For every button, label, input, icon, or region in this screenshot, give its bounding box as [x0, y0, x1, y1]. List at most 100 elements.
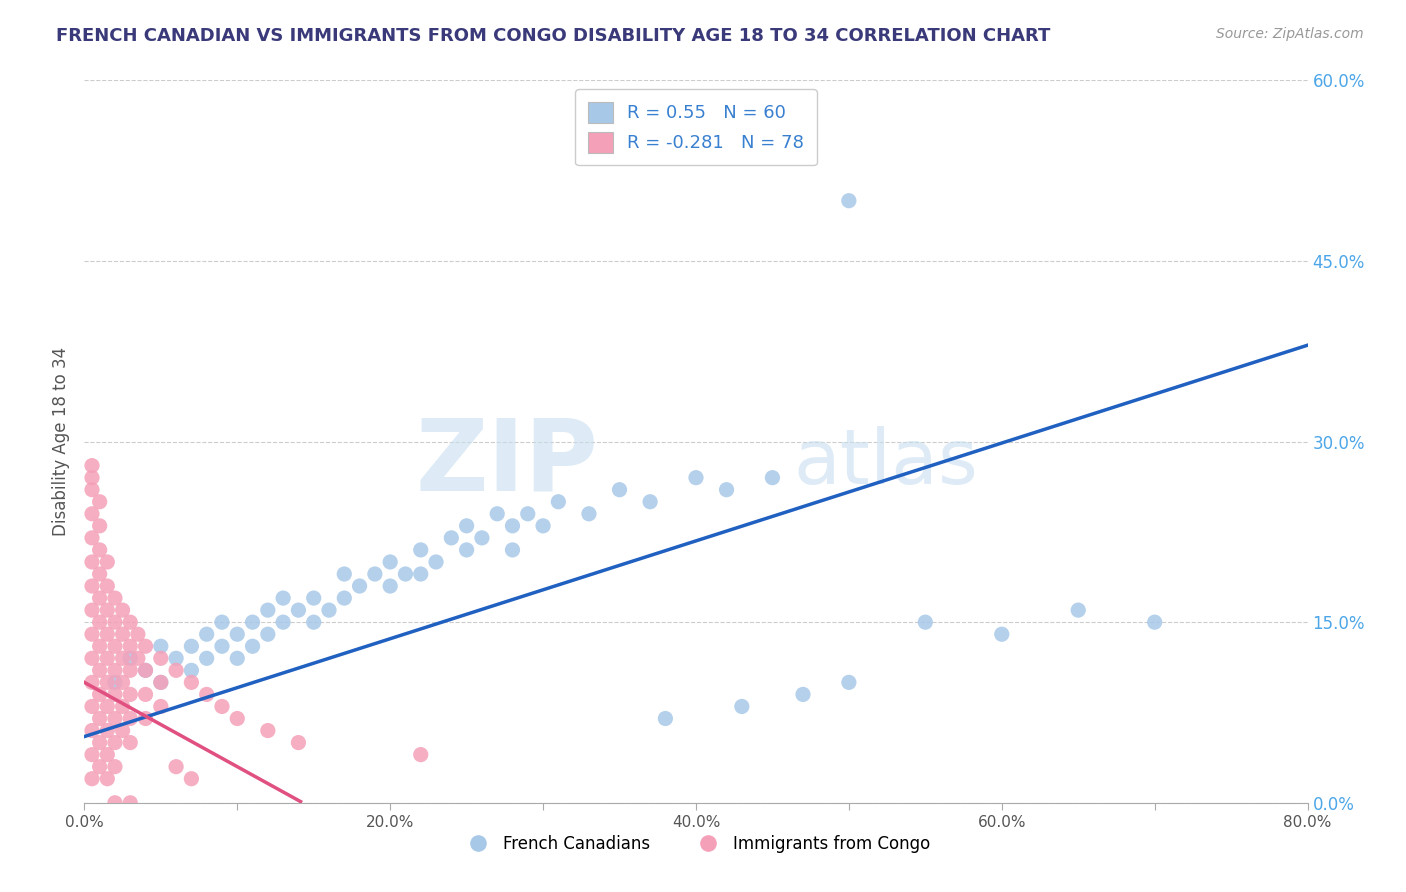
Point: [135, 712, 157, 726]
Point: [516, 507, 538, 521]
Point: [271, 615, 294, 630]
Point: [716, 483, 738, 497]
Point: [80, 507, 103, 521]
Point: [1067, 603, 1090, 617]
Point: [89, 567, 111, 582]
Point: [80, 772, 103, 786]
Point: [271, 591, 294, 605]
Point: [761, 470, 783, 484]
Point: [89, 639, 111, 653]
Point: [609, 483, 631, 497]
Point: [80, 579, 103, 593]
Point: [211, 615, 233, 630]
Point: [111, 675, 134, 690]
Point: [89, 687, 111, 701]
Point: [165, 651, 187, 665]
Point: [287, 735, 309, 749]
Point: [242, 639, 264, 653]
Legend: French Canadians, Immigrants from Congo: French Canadians, Immigrants from Congo: [454, 828, 938, 860]
Point: [349, 579, 371, 593]
Text: ZIP: ZIP: [415, 415, 598, 512]
Point: [287, 603, 309, 617]
Point: [111, 723, 134, 738]
Point: [80, 470, 103, 484]
Point: [80, 555, 103, 569]
Point: [195, 627, 218, 641]
Point: [425, 555, 447, 569]
Point: [364, 567, 387, 582]
Point: [80, 483, 103, 497]
Point: [89, 494, 111, 508]
Point: [380, 555, 402, 569]
Point: [120, 735, 142, 749]
Point: [135, 687, 157, 701]
Point: [409, 747, 432, 762]
Point: [104, 591, 127, 605]
Point: [104, 687, 127, 701]
Point: [135, 664, 157, 678]
Point: [149, 675, 172, 690]
Point: [180, 639, 202, 653]
Point: [120, 651, 142, 665]
Point: [89, 518, 111, 533]
Point: [89, 615, 111, 630]
Point: [547, 494, 569, 508]
Point: [104, 675, 127, 690]
Point: [456, 518, 478, 533]
Point: [80, 531, 103, 545]
Point: [242, 615, 264, 630]
Point: [80, 627, 103, 641]
Point: [149, 675, 172, 690]
Point: [111, 627, 134, 641]
Point: [654, 712, 676, 726]
Point: [333, 591, 356, 605]
Point: [89, 760, 111, 774]
Point: [149, 651, 172, 665]
Point: [127, 651, 149, 665]
Point: [80, 651, 103, 665]
Point: [111, 603, 134, 617]
Point: [409, 542, 432, 557]
Point: [257, 627, 280, 641]
Point: [792, 687, 814, 701]
Point: [120, 796, 142, 810]
Point: [531, 518, 554, 533]
Point: [104, 664, 127, 678]
Point: [80, 723, 103, 738]
Point: [135, 639, 157, 653]
Point: [211, 699, 233, 714]
Point: [838, 194, 860, 208]
Point: [80, 458, 103, 473]
Point: [486, 507, 509, 521]
Point: [180, 664, 202, 678]
Point: [80, 747, 103, 762]
Point: [456, 542, 478, 557]
Point: [991, 627, 1014, 641]
Point: [685, 470, 707, 484]
Point: [89, 712, 111, 726]
Point: [104, 712, 127, 726]
Point: [135, 664, 157, 678]
Point: [226, 651, 249, 665]
Point: [149, 639, 172, 653]
Point: [380, 579, 402, 593]
Point: [89, 591, 111, 605]
Point: [914, 615, 936, 630]
Point: [838, 675, 860, 690]
Text: Source: ZipAtlas.com: Source: ZipAtlas.com: [1216, 27, 1364, 41]
Point: [440, 531, 463, 545]
Point: [195, 687, 218, 701]
Point: [80, 603, 103, 617]
Point: [761, 109, 783, 123]
Point: [120, 712, 142, 726]
Point: [471, 531, 494, 545]
Point: [226, 712, 249, 726]
Point: [127, 627, 149, 641]
Point: [111, 699, 134, 714]
Point: [96, 723, 118, 738]
Point: [89, 735, 111, 749]
Point: [96, 699, 118, 714]
Point: [104, 735, 127, 749]
Point: [180, 675, 202, 690]
Point: [257, 723, 280, 738]
